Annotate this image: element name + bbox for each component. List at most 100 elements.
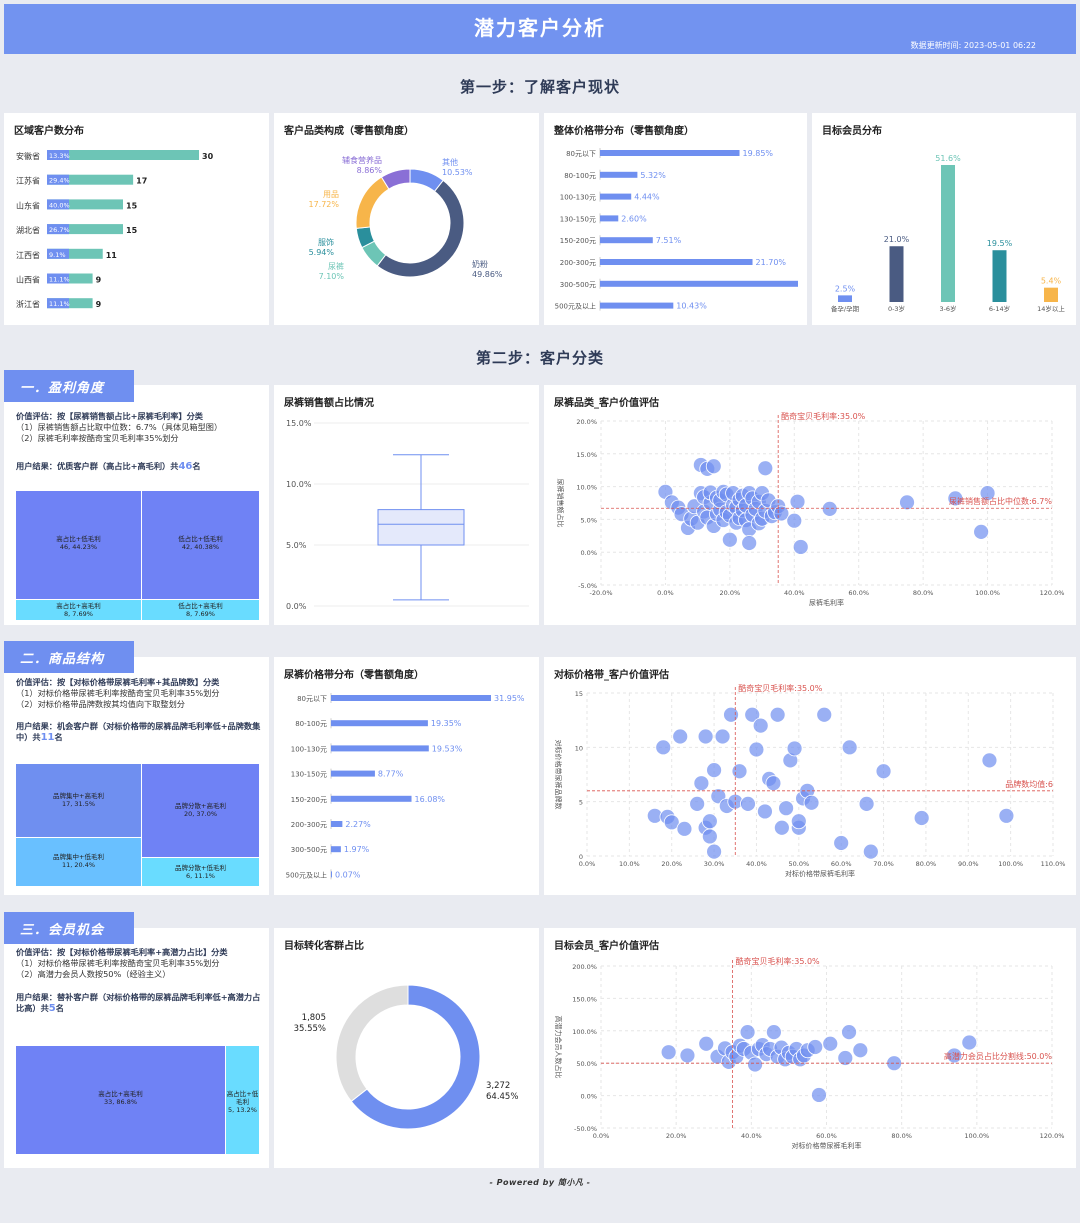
sec2-treemap-cell: 品牌集中+高毛利 17, 31.5% (16, 764, 141, 837)
scatter1-ylabel: 尿裤销售额占比 (556, 479, 565, 528)
members-bar (889, 246, 904, 302)
scatter1-point (773, 505, 790, 522)
members-category: 3-6岁 (939, 304, 956, 313)
sec1-tm-0-sub: 46, 44.23% (59, 543, 98, 551)
conversion-value: 1,805 (302, 1013, 326, 1023)
diaper-band-label: 500元及以上 (286, 870, 327, 879)
sec2-tm-1-label: 品牌分散+高毛利 (175, 802, 226, 810)
category-slice-value: 10.53% (442, 168, 473, 177)
members-card: 目标会员分布 2.5% 备孕/孕期 21.0% 0-3岁 51.6% 3-6岁 19.5% 6… (812, 113, 1076, 325)
price-band-label: 100-130元 (560, 194, 596, 202)
region-pct: 11.1% (49, 300, 70, 308)
box-ytick: 0.0% (286, 602, 307, 611)
scatter3-xtick: 20.0% (666, 1132, 687, 1140)
diaper-band-label: 100-130元 (291, 745, 327, 753)
scatter2-point (740, 795, 756, 812)
scatter2-xtick: 110.0% (1041, 860, 1066, 868)
scatter2-point (778, 800, 795, 817)
diaper-band-value: 19.35% (431, 719, 462, 728)
scatter2-point (663, 814, 680, 831)
diaper-band-bar (331, 720, 428, 727)
members-bar (941, 165, 955, 302)
sec3-eval-title: 价值评估：按【对标价格带尿裤毛利率+高潜力占比】分类 (16, 947, 228, 957)
sec1-treemap-cell: 低占比+高毛利 8, 7.69% (142, 600, 259, 620)
sec1-treemap-cell: 高占比+低毛利 46, 44.23% (16, 491, 141, 599)
scatter2-point (701, 813, 718, 830)
scatter3-point (841, 1024, 857, 1040)
scatter3-ytick: -50.0% (574, 1125, 597, 1133)
scatter3-xtick: 100.0% (964, 1132, 989, 1140)
price-band-label: 500元及以上 (555, 302, 596, 311)
scatter2-point (757, 803, 773, 820)
sec3-tm-0-sub: 33, 86.8% (103, 1098, 138, 1106)
scatter2-xtick: 90.0% (958, 860, 979, 868)
price-band-label: 130-150元 (560, 215, 596, 223)
scatter1-point (705, 458, 722, 475)
scatter2-xtick: 10.0% (619, 860, 640, 868)
region-value: 15 (126, 226, 138, 235)
diaper-band-chart: 80元以下 31.95% 80-100元 19.35% 100-130元 19.53% 13… (286, 693, 525, 879)
sec2-treemap-cell: 品牌分散+低毛利 6, 11.1% (142, 858, 259, 886)
sec2-eval-2: （2）对标价格带品牌数按其均值向下取整划分 (16, 699, 185, 709)
scatter2-point (790, 813, 807, 830)
region-pct: 13.3% (49, 152, 70, 160)
region-pct: 11.1% (49, 276, 70, 284)
sec3-tm-1-sub: 5, 13.2% (228, 1106, 257, 1114)
diaper-band-card: 尿裤价格带分布（零售额角度） 80元以下 31.95% 80-100元 19.35% 1… (274, 657, 539, 895)
region-value: 15 (126, 201, 138, 210)
sec3-tm-0-label: 高占比+高毛利 (98, 1090, 143, 1098)
scatter1-hline-label: 尿裤销售额占比中位数:6.7% (949, 496, 1052, 506)
category-slice-name: 服饰 (318, 237, 334, 247)
conversion-title: 目标转化客群占比 (284, 941, 364, 952)
sec1-tm-0-label: 高占比+低毛利 (56, 535, 101, 543)
region-value: 11 (106, 251, 118, 260)
region-bar (47, 273, 93, 284)
scatter1-point (741, 535, 758, 551)
diaper-band-label: 300-500元 (291, 846, 327, 854)
scatter3-point (822, 1035, 839, 1052)
diaper-band-bar (331, 846, 341, 853)
sec1-tm-2-sub: 8, 7.69% (64, 610, 93, 618)
scatter3-point (946, 1047, 963, 1064)
scatter2-xtick: 100.0% (998, 860, 1023, 868)
step2-title: 第二步：客户分类 (475, 349, 604, 367)
price-band-value: 7.51% (656, 236, 682, 245)
price-band-value: 21.70% (756, 258, 787, 267)
diaper-band-bar (331, 871, 332, 878)
price-band-value: 2.60% (621, 214, 647, 223)
scatter3-xlabel: 对标价格带尿裤毛利率 (792, 1141, 862, 1150)
price-band-value: 4.44% (634, 193, 660, 202)
region-bar (47, 174, 134, 185)
diaper-band-bar (331, 695, 491, 701)
diaper-band-value: 1.97% (344, 845, 370, 854)
scatter3-ytick: 50.0% (576, 1060, 597, 1068)
scatter2-point (875, 763, 892, 780)
scatter2-xtick: 20.0% (661, 860, 682, 868)
scatter3-ytick: 200.0% (572, 963, 597, 971)
scatter1-point (947, 490, 964, 507)
scatter2-point (731, 763, 748, 780)
scatter3-xtick: 80.0% (891, 1132, 912, 1140)
scatter2-xtick: 70.0% (873, 860, 894, 868)
diaper-band-label: 80-100元 (295, 720, 327, 728)
region-value: 9 (96, 276, 102, 285)
region-bar (47, 298, 93, 309)
scatter3-point (811, 1087, 827, 1103)
category-card: 客户品类构成（零售额角度） 其他 10.53% 奶粉 49.86% 尿裤 7.10% 服饰 5… (274, 113, 539, 325)
scatter3-point (660, 1044, 677, 1061)
scatter2-xtick: 60.0% (831, 860, 852, 868)
scatter1-xtick: 100.0% (975, 589, 1000, 597)
sec2-tm-2-label: 品牌集中+低毛利 (53, 853, 104, 861)
scatter2-point (706, 843, 722, 860)
region-label: 山西省 (16, 275, 40, 285)
sec1-eval-2: （2）尿裤毛利率按酷奇宝贝毛利率35%划分 (16, 433, 179, 443)
sec1-tm-2-label: 高占比+高毛利 (56, 602, 101, 610)
sec3-card: 价值评估：按【对标价格带尿裤毛利率+高潜力占比】分类 （1）对标价格带尿裤毛利率… (4, 928, 269, 1168)
price-band-bar (600, 193, 632, 200)
region-value: 17 (136, 177, 147, 186)
scatter1-xtick: 0.0% (657, 589, 674, 597)
scatter1-point (899, 494, 915, 511)
category-slice-value: 8.86% (357, 166, 383, 175)
scatter3-point (698, 1035, 715, 1052)
